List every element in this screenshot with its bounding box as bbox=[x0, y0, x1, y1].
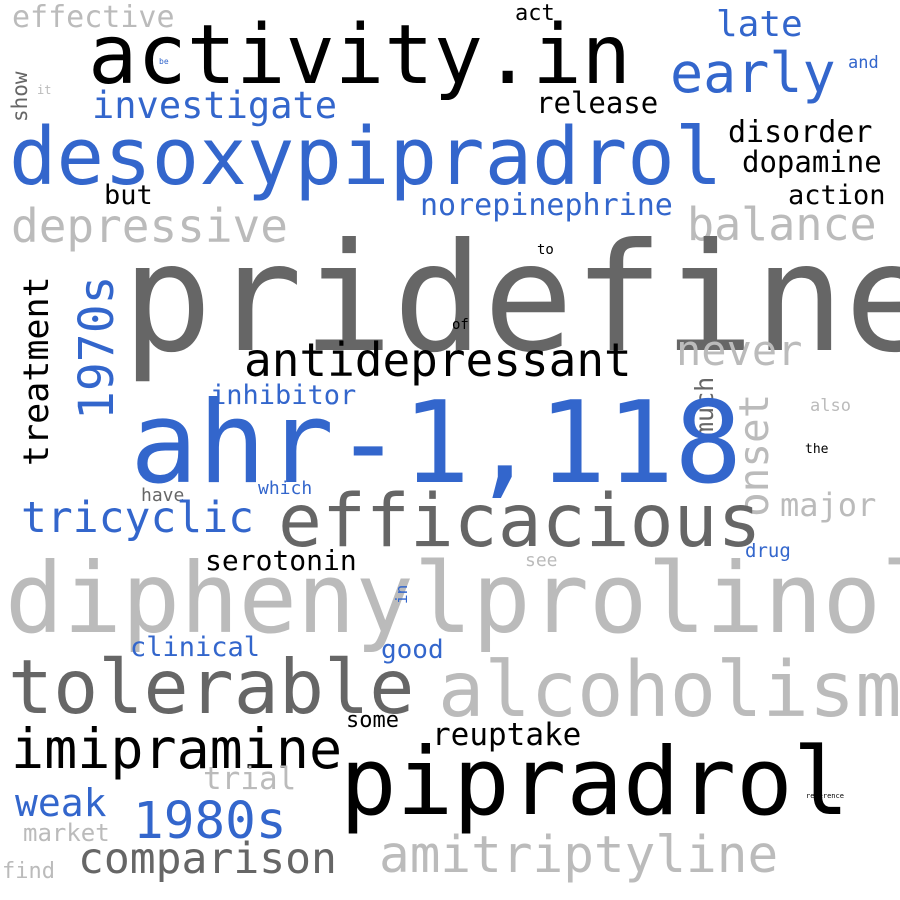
word-trial: trial bbox=[203, 761, 297, 797]
word-treatment: treatment bbox=[17, 276, 57, 466]
word-alcoholism: alcoholism bbox=[438, 646, 900, 735]
word-dopamine: dopamine bbox=[742, 145, 882, 179]
word-activity-in: activity.in bbox=[88, 8, 632, 103]
word-see: see bbox=[525, 550, 558, 571]
word-inhibitor: inhibitor bbox=[210, 380, 357, 411]
word-reference: reference bbox=[806, 792, 844, 800]
word-balance: balance bbox=[687, 198, 877, 251]
word-never: never bbox=[676, 326, 803, 375]
word-act: act bbox=[515, 1, 555, 26]
word-depressive: depressive bbox=[11, 199, 288, 253]
word-drug: drug bbox=[745, 540, 791, 562]
word-have: have bbox=[141, 485, 185, 506]
word-desoxypipradrol: desoxypipradrol bbox=[9, 111, 723, 203]
word-1980s: 1980s bbox=[133, 792, 287, 851]
word-imipramine: imipramine bbox=[11, 717, 343, 781]
word-tricyclic: tricyclic bbox=[21, 493, 254, 543]
word-late: late bbox=[716, 4, 803, 45]
word-release: release bbox=[536, 86, 659, 120]
word-ahr-1118: ahr-1,118 bbox=[130, 377, 743, 509]
word-also: also bbox=[810, 396, 851, 416]
word-amitriptyline: amitriptyline bbox=[379, 826, 779, 885]
word-market: market bbox=[23, 819, 110, 847]
word-and: and bbox=[848, 53, 879, 73]
word-comparison: comparison bbox=[78, 834, 337, 884]
word-norepinephrine: norepinephrine bbox=[420, 188, 673, 223]
word-diphenylprolinol: diphenylprolinol bbox=[5, 542, 900, 655]
word-good: good bbox=[381, 635, 444, 665]
word-but: but bbox=[104, 180, 153, 211]
word-clinical: clinical bbox=[130, 632, 261, 663]
word-antidepressant: antidepressant bbox=[244, 333, 632, 387]
word-pipradrol: pipradrol bbox=[340, 728, 850, 837]
word-disorder: disorder bbox=[728, 115, 873, 150]
word-investigate: investigate bbox=[92, 84, 338, 127]
word-some: some bbox=[346, 708, 399, 733]
word-in: in bbox=[392, 584, 411, 604]
word-it: it bbox=[37, 83, 52, 97]
word-major: major bbox=[780, 486, 877, 524]
word-the: the bbox=[805, 442, 829, 457]
word-which: which bbox=[258, 478, 313, 499]
word-weak: weak bbox=[15, 781, 107, 825]
word-effective: effective bbox=[12, 0, 175, 35]
word-pridefine: pridefine bbox=[122, 212, 900, 386]
word-of: of bbox=[452, 317, 469, 333]
word-be: be bbox=[159, 57, 169, 66]
word-action: action bbox=[788, 180, 886, 211]
word-find: find bbox=[2, 859, 55, 884]
word-reuptake: reuptake bbox=[432, 717, 582, 753]
word-to: to bbox=[537, 242, 554, 258]
word-early: early bbox=[670, 41, 836, 105]
word-serotonin: serotonin bbox=[205, 544, 357, 577]
word-1970s: 1970s bbox=[69, 275, 125, 421]
word-efficacious: efficacious bbox=[278, 479, 762, 564]
word-tolerable: tolerable bbox=[8, 643, 415, 731]
